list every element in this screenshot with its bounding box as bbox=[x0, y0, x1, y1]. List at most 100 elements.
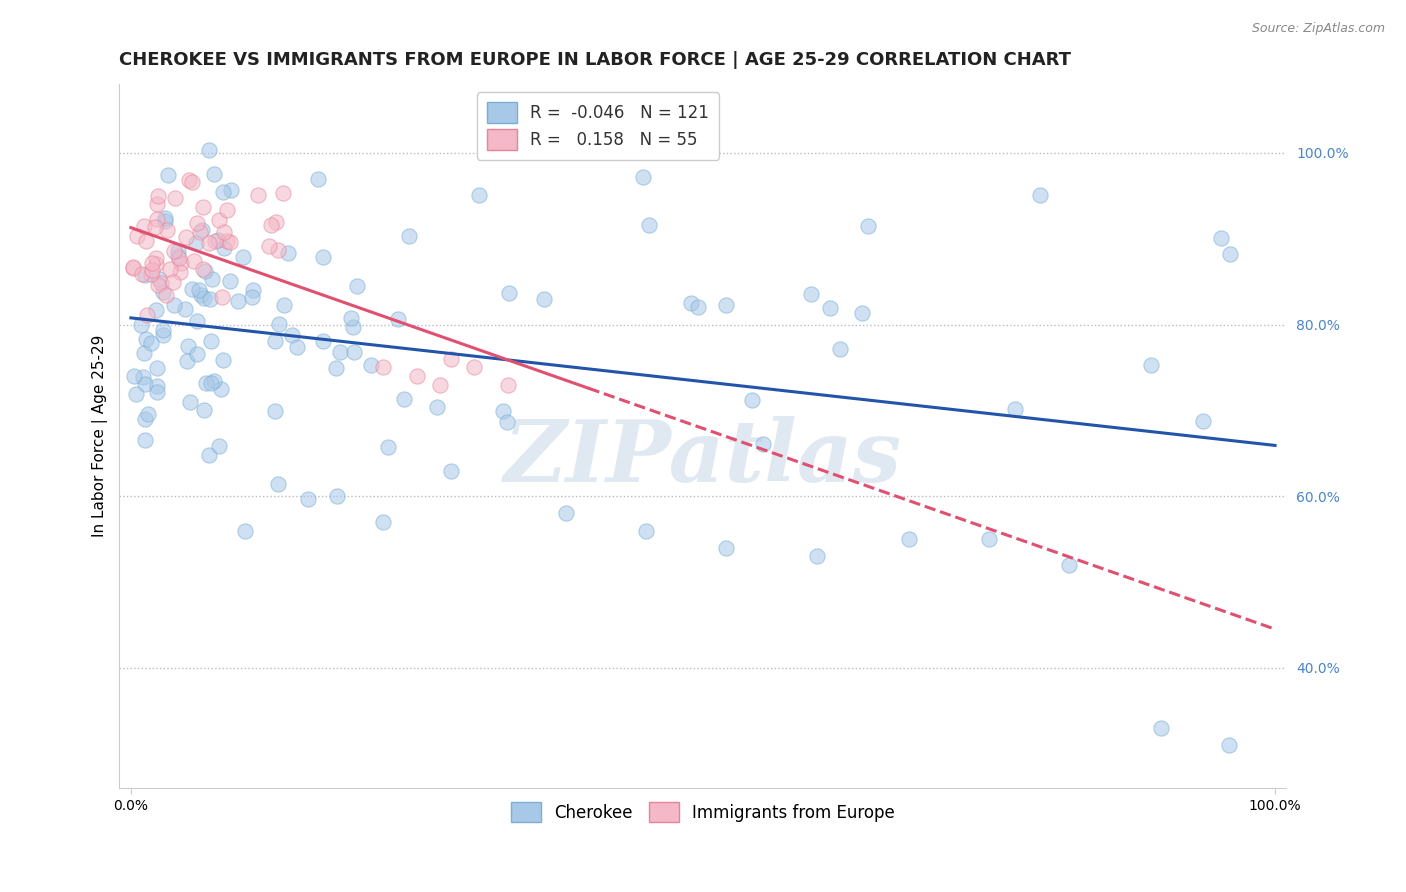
Point bbox=[198, 448, 221, 462]
Point bbox=[132, 219, 155, 234]
Point bbox=[191, 261, 214, 276]
Point bbox=[297, 491, 319, 506]
Point bbox=[211, 290, 233, 304]
Point bbox=[186, 235, 208, 250]
Point bbox=[217, 234, 239, 248]
Point bbox=[163, 191, 186, 205]
Point bbox=[215, 202, 238, 217]
Point bbox=[377, 440, 399, 454]
Point bbox=[167, 251, 190, 265]
Point bbox=[190, 287, 212, 301]
Point bbox=[127, 229, 149, 244]
Point bbox=[191, 200, 214, 214]
Point bbox=[170, 255, 193, 269]
Point bbox=[156, 223, 179, 237]
Point bbox=[273, 298, 295, 312]
Point bbox=[440, 463, 463, 477]
Point bbox=[152, 323, 174, 337]
Point bbox=[264, 215, 287, 229]
Point bbox=[212, 353, 235, 368]
Point bbox=[186, 347, 208, 361]
Point bbox=[1029, 188, 1052, 202]
Point bbox=[1211, 231, 1233, 245]
Point bbox=[134, 268, 156, 283]
Point bbox=[325, 361, 347, 376]
Point bbox=[752, 436, 775, 450]
Point bbox=[193, 402, 215, 417]
Point bbox=[371, 360, 394, 375]
Point bbox=[145, 303, 167, 318]
Point bbox=[167, 249, 190, 263]
Point bbox=[398, 229, 420, 244]
Point bbox=[193, 291, 215, 305]
Point bbox=[212, 225, 235, 239]
Point bbox=[125, 387, 148, 401]
Point bbox=[122, 260, 145, 274]
Point bbox=[145, 211, 167, 226]
Point bbox=[1218, 738, 1240, 752]
Point bbox=[176, 229, 198, 244]
Point bbox=[307, 172, 329, 186]
Point bbox=[406, 369, 429, 384]
Point bbox=[1140, 359, 1163, 373]
Point bbox=[169, 265, 191, 279]
Point bbox=[360, 358, 382, 372]
Point bbox=[197, 143, 219, 157]
Point bbox=[233, 524, 256, 538]
Point bbox=[271, 186, 294, 200]
Point bbox=[219, 274, 242, 288]
Point bbox=[634, 524, 657, 538]
Point bbox=[329, 344, 352, 359]
Point bbox=[498, 377, 520, 392]
Point bbox=[134, 433, 156, 447]
Point bbox=[277, 246, 299, 260]
Point bbox=[533, 292, 555, 306]
Point bbox=[163, 298, 186, 312]
Point bbox=[240, 290, 263, 304]
Point bbox=[202, 167, 225, 181]
Point bbox=[155, 213, 177, 227]
Point bbox=[714, 541, 737, 555]
Point bbox=[631, 170, 654, 185]
Point bbox=[131, 267, 153, 281]
Point bbox=[1219, 247, 1241, 261]
Point bbox=[200, 292, 222, 306]
Point bbox=[188, 225, 211, 239]
Point bbox=[495, 415, 517, 429]
Point bbox=[136, 408, 159, 422]
Point bbox=[714, 298, 737, 312]
Point bbox=[267, 243, 290, 257]
Point bbox=[124, 368, 146, 383]
Point bbox=[202, 374, 225, 388]
Point bbox=[977, 532, 1000, 546]
Point bbox=[429, 377, 451, 392]
Point bbox=[259, 238, 281, 252]
Point bbox=[188, 283, 211, 297]
Point bbox=[326, 489, 349, 503]
Point bbox=[148, 271, 170, 285]
Point bbox=[806, 549, 828, 564]
Point bbox=[132, 346, 155, 360]
Point bbox=[387, 312, 409, 326]
Point bbox=[194, 376, 217, 390]
Point bbox=[141, 256, 163, 270]
Point bbox=[135, 235, 157, 249]
Point bbox=[190, 223, 212, 237]
Point bbox=[201, 272, 224, 286]
Point bbox=[371, 515, 394, 529]
Point bbox=[312, 250, 335, 264]
Point bbox=[242, 283, 264, 297]
Point bbox=[394, 392, 416, 406]
Point bbox=[281, 327, 304, 342]
Point bbox=[173, 301, 195, 316]
Point bbox=[162, 275, 184, 289]
Point bbox=[1057, 558, 1080, 572]
Point bbox=[851, 306, 873, 320]
Point bbox=[339, 311, 361, 326]
Point bbox=[150, 277, 173, 291]
Point bbox=[1004, 402, 1026, 417]
Point bbox=[219, 183, 242, 197]
Point bbox=[688, 301, 710, 315]
Point bbox=[346, 278, 368, 293]
Point bbox=[186, 314, 208, 328]
